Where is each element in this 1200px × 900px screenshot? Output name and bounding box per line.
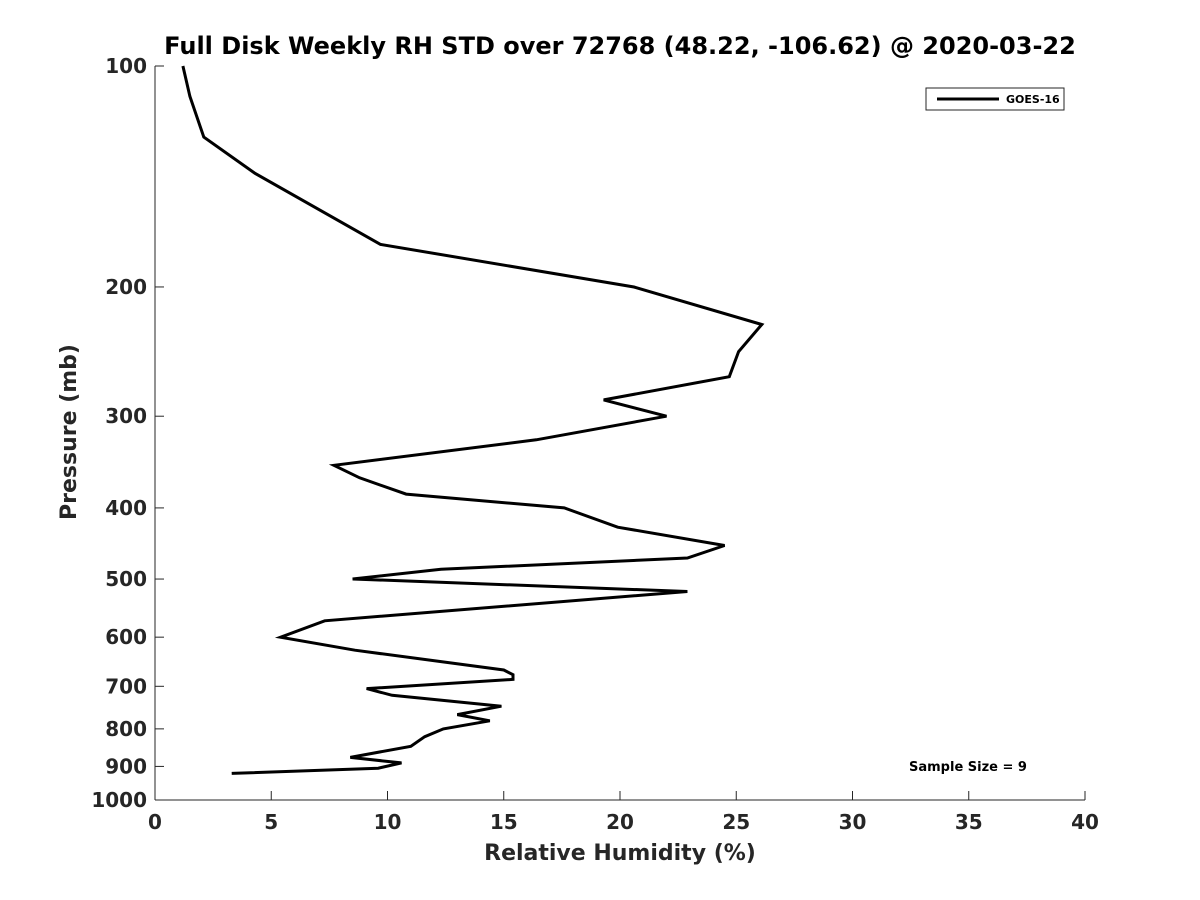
- y-tick-label: 400: [105, 496, 147, 520]
- x-tick-label: 20: [606, 810, 634, 834]
- x-tick-label: 15: [490, 810, 518, 834]
- y-tick-label: 300: [105, 404, 147, 428]
- x-tick-label: 25: [722, 810, 750, 834]
- chart-title: Full Disk Weekly RH STD over 72768 (48.2…: [164, 32, 1076, 60]
- sample-size-annotation: Sample Size = 9: [909, 760, 1027, 775]
- y-tick-label: 500: [105, 567, 147, 591]
- y-tick-label: 600: [105, 625, 147, 649]
- y-tick-label: 800: [105, 717, 147, 741]
- x-tick-label: 30: [839, 810, 867, 834]
- axes: [154, 66, 1085, 801]
- x-tick-label: 0: [148, 810, 162, 834]
- y-tick-label: 200: [105, 275, 147, 299]
- y-axis-label: Pressure (mb): [57, 344, 82, 520]
- x-axis-label: Relative Humidity (%): [484, 841, 756, 866]
- x-tick-label: 35: [955, 810, 983, 834]
- y-tick-label: 100: [105, 54, 147, 78]
- y-ticks: 100 200 300 400 500 600 700 800 900 1000: [91, 54, 164, 812]
- x-tick-label: 5: [264, 810, 278, 834]
- x-tick-label: 40: [1071, 810, 1099, 834]
- legend-label-goes-16: GOES-16: [1006, 93, 1060, 106]
- x-ticks: 0 5 10 15 20 25 30 35 40: [148, 791, 1099, 834]
- y-tick-label: 900: [105, 754, 147, 778]
- y-tick-label: 1000: [91, 788, 147, 812]
- legend: GOES-16: [925, 87, 1065, 111]
- series-layer: [181, 65, 765, 775]
- y-tick-label: 700: [105, 674, 147, 698]
- x-tick-label: 10: [374, 810, 402, 834]
- series-line-goes-16: [181, 65, 765, 775]
